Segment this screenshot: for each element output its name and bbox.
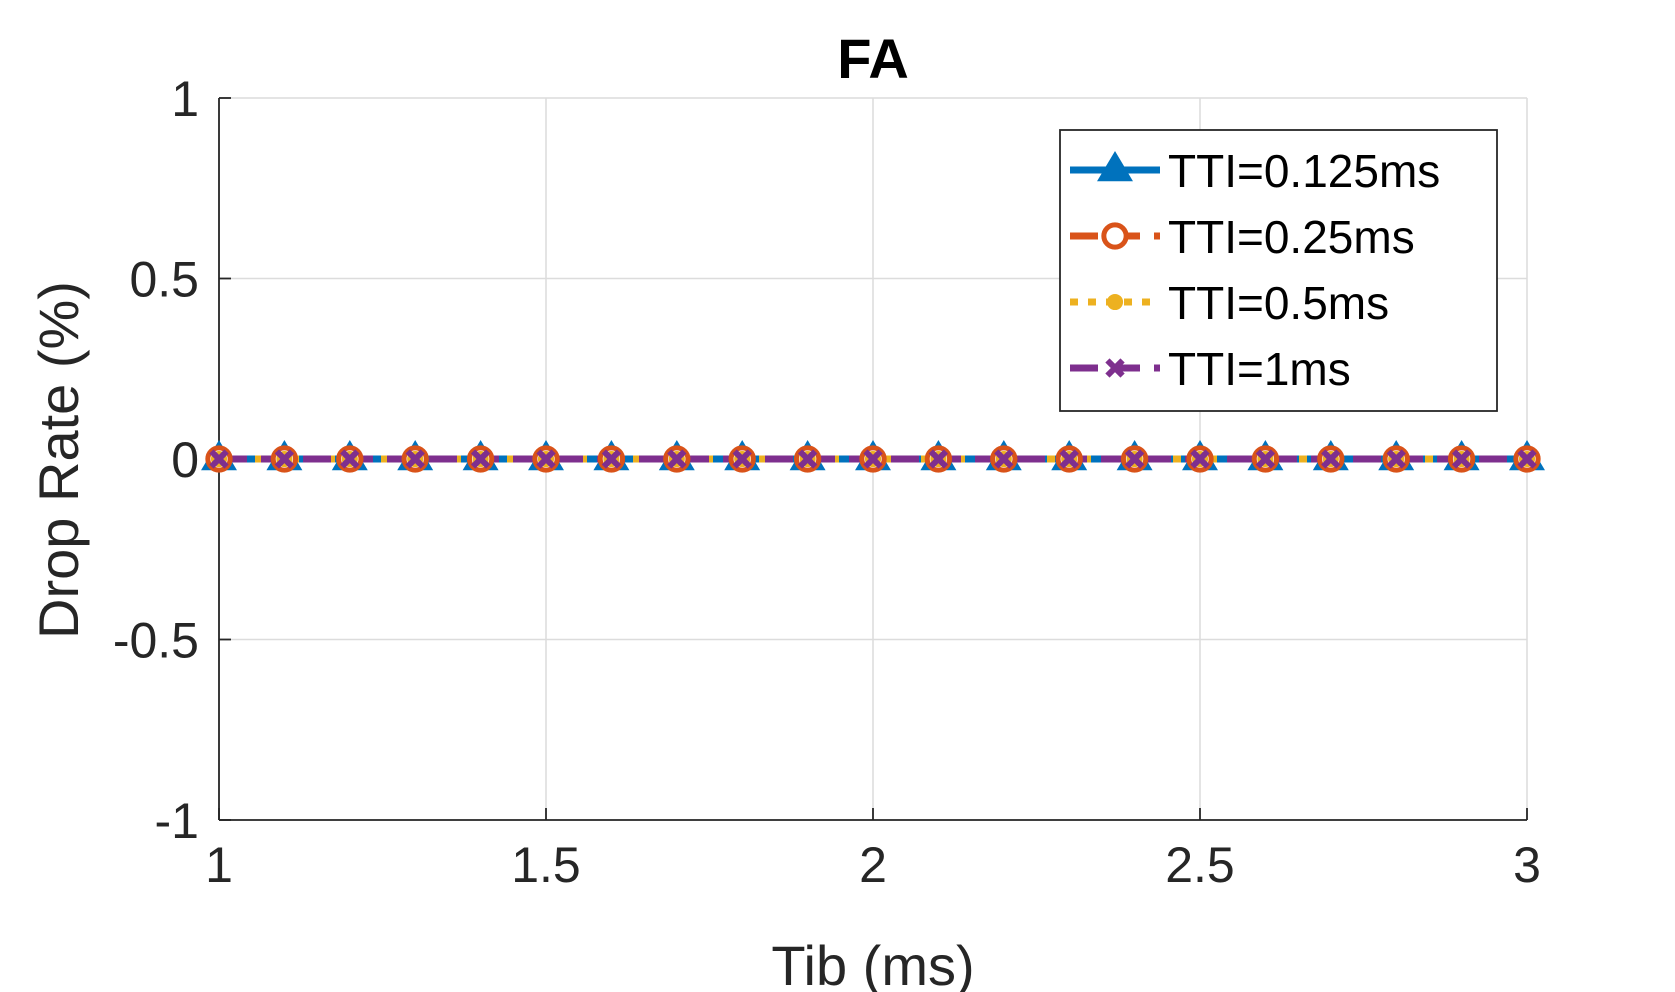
x-tick-label: 1.5	[511, 837, 581, 893]
series-layer	[201, 440, 1545, 473]
x-marker-stroke	[601, 449, 622, 469]
data-point	[1386, 449, 1406, 469]
x-marker-stroke	[1517, 449, 1537, 469]
data-point	[1190, 449, 1210, 469]
data-point	[797, 449, 818, 469]
data-point	[1321, 449, 1341, 469]
x-tick-label: 1	[205, 837, 233, 893]
legend-swatch-marker	[1106, 293, 1124, 311]
x-marker-stroke	[732, 449, 752, 469]
y-tick-labels: -1 -0.5 0 0.5 1	[113, 71, 199, 849]
data-point	[470, 449, 491, 469]
data-point	[209, 449, 229, 469]
legend-swatch-marker	[1101, 222, 1129, 250]
legend-item: TTI=0.125ms	[1070, 145, 1440, 197]
y-tick-label: 0	[171, 432, 199, 488]
x-marker-stroke	[1451, 449, 1472, 469]
data-point	[1451, 449, 1472, 469]
x-marker-stroke	[1255, 449, 1276, 469]
data-point	[274, 449, 295, 469]
y-axis-label: Drop Rate (%)	[27, 281, 90, 639]
x-marker-stroke	[405, 449, 425, 469]
x-marker-stroke	[1321, 449, 1341, 469]
x-marker-stroke	[340, 449, 360, 469]
y-tick-label: -1	[155, 793, 199, 849]
x-marker-stroke	[1190, 449, 1210, 469]
data-point	[536, 449, 556, 469]
legend-box	[1059, 129, 1498, 412]
data-point	[601, 449, 622, 469]
x-marker-stroke	[1386, 449, 1406, 469]
x-marker-stroke	[994, 449, 1014, 469]
data-point	[1517, 449, 1537, 469]
x-marker-stroke	[1124, 449, 1145, 469]
data-point	[863, 449, 883, 469]
data-point	[1124, 449, 1145, 469]
data-point	[1255, 449, 1276, 469]
x-marker-stroke	[667, 449, 687, 469]
legend-label: TTI=0.25ms	[1168, 211, 1415, 263]
data-point	[928, 449, 949, 469]
legend-label: TTI=0.125ms	[1168, 145, 1440, 197]
data-point	[340, 449, 360, 469]
series-markers-3	[209, 449, 1537, 469]
x-tick-label: 3	[1513, 837, 1541, 893]
data-point	[1059, 449, 1079, 469]
x-marker-stroke	[1059, 449, 1079, 469]
x-marker-stroke	[863, 449, 883, 469]
y-tick-label: -0.5	[113, 613, 199, 669]
x-marker-stroke	[1105, 358, 1125, 378]
x-axis-label: Tib (ms)	[771, 934, 974, 992]
x-tick-label: 2	[859, 837, 887, 893]
y-tick-label: 1	[171, 71, 199, 127]
legend-item: TTI=1ms	[1070, 343, 1351, 395]
legend: TTI=0.125ms TTI=0.25ms TTI=0.5ms TTI=1ms	[1059, 129, 1498, 412]
data-point	[994, 449, 1014, 469]
legend-item: TTI=0.5ms	[1070, 277, 1389, 329]
x-marker-stroke	[536, 449, 556, 469]
data-point	[667, 449, 687, 469]
x-marker-stroke	[209, 449, 229, 469]
data-point	[732, 449, 752, 469]
chart-title: FA	[837, 27, 909, 90]
x-tick-labels: 1 1.5 2 2.5 3	[205, 837, 1541, 893]
x-marker-stroke	[470, 449, 491, 469]
data-point	[405, 449, 425, 469]
x-marker-stroke	[274, 449, 295, 469]
legend-swatch-marker	[1105, 358, 1125, 378]
legend-swatch-marker	[1097, 151, 1133, 182]
legend-item: TTI=0.25ms	[1070, 211, 1415, 263]
legend-label: TTI=0.5ms	[1168, 277, 1389, 329]
x-marker-stroke	[928, 449, 949, 469]
x-marker-stroke	[797, 449, 818, 469]
x-tick-label: 2.5	[1165, 837, 1235, 893]
y-tick-label: 0.5	[129, 252, 199, 308]
legend-label: TTI=1ms	[1168, 343, 1351, 395]
